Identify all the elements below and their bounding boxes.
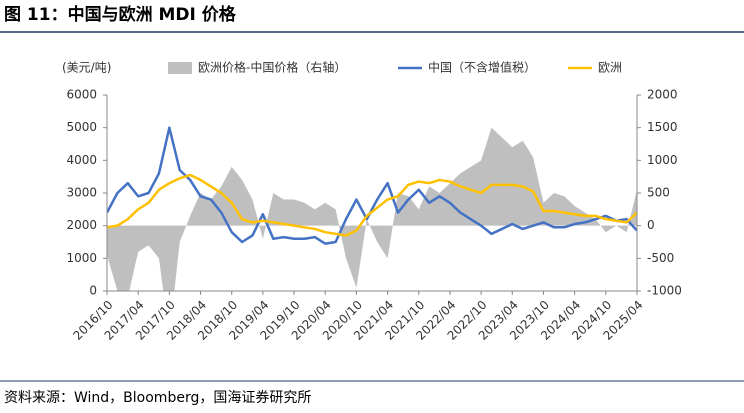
legend-label: 中国（不含增值税） <box>428 60 536 75</box>
y2-tick-label: -1000 <box>647 284 682 298</box>
y-tick-label: 4000 <box>66 153 97 167</box>
y2-tick-label: 1000 <box>647 153 678 167</box>
y-tick-label: 2000 <box>66 218 97 232</box>
y-tick-label: 3000 <box>66 186 97 200</box>
y-tick-label: 1000 <box>66 251 97 265</box>
legend-label: 欧洲 <box>598 61 622 75</box>
legend-swatch <box>168 62 192 74</box>
y2-tick-label: 2000 <box>647 88 678 102</box>
y2-tick-label: 500 <box>647 186 670 200</box>
y2-tick-label: -500 <box>647 251 674 265</box>
y-tick-label: 5000 <box>66 120 97 134</box>
source: 资料来源：Wind，Bloomberg，国海证券研究所 <box>4 390 311 406</box>
series-line <box>107 173 637 237</box>
y2-tick-label: 1500 <box>647 120 678 134</box>
spread-area <box>107 127 637 291</box>
y-axis-label: (美元/吨) <box>62 61 111 75</box>
series-line <box>107 126 637 245</box>
chart-title: 图 11：中国与欧洲 MDI 价格 <box>4 4 237 25</box>
y-tick-label: 6000 <box>66 88 97 102</box>
plot-area <box>107 126 637 291</box>
y-tick-label: 0 <box>89 284 97 298</box>
legend-label: 欧洲价格-中国价格（右轴） <box>198 60 346 75</box>
y2-tick-label: 0 <box>647 218 655 232</box>
